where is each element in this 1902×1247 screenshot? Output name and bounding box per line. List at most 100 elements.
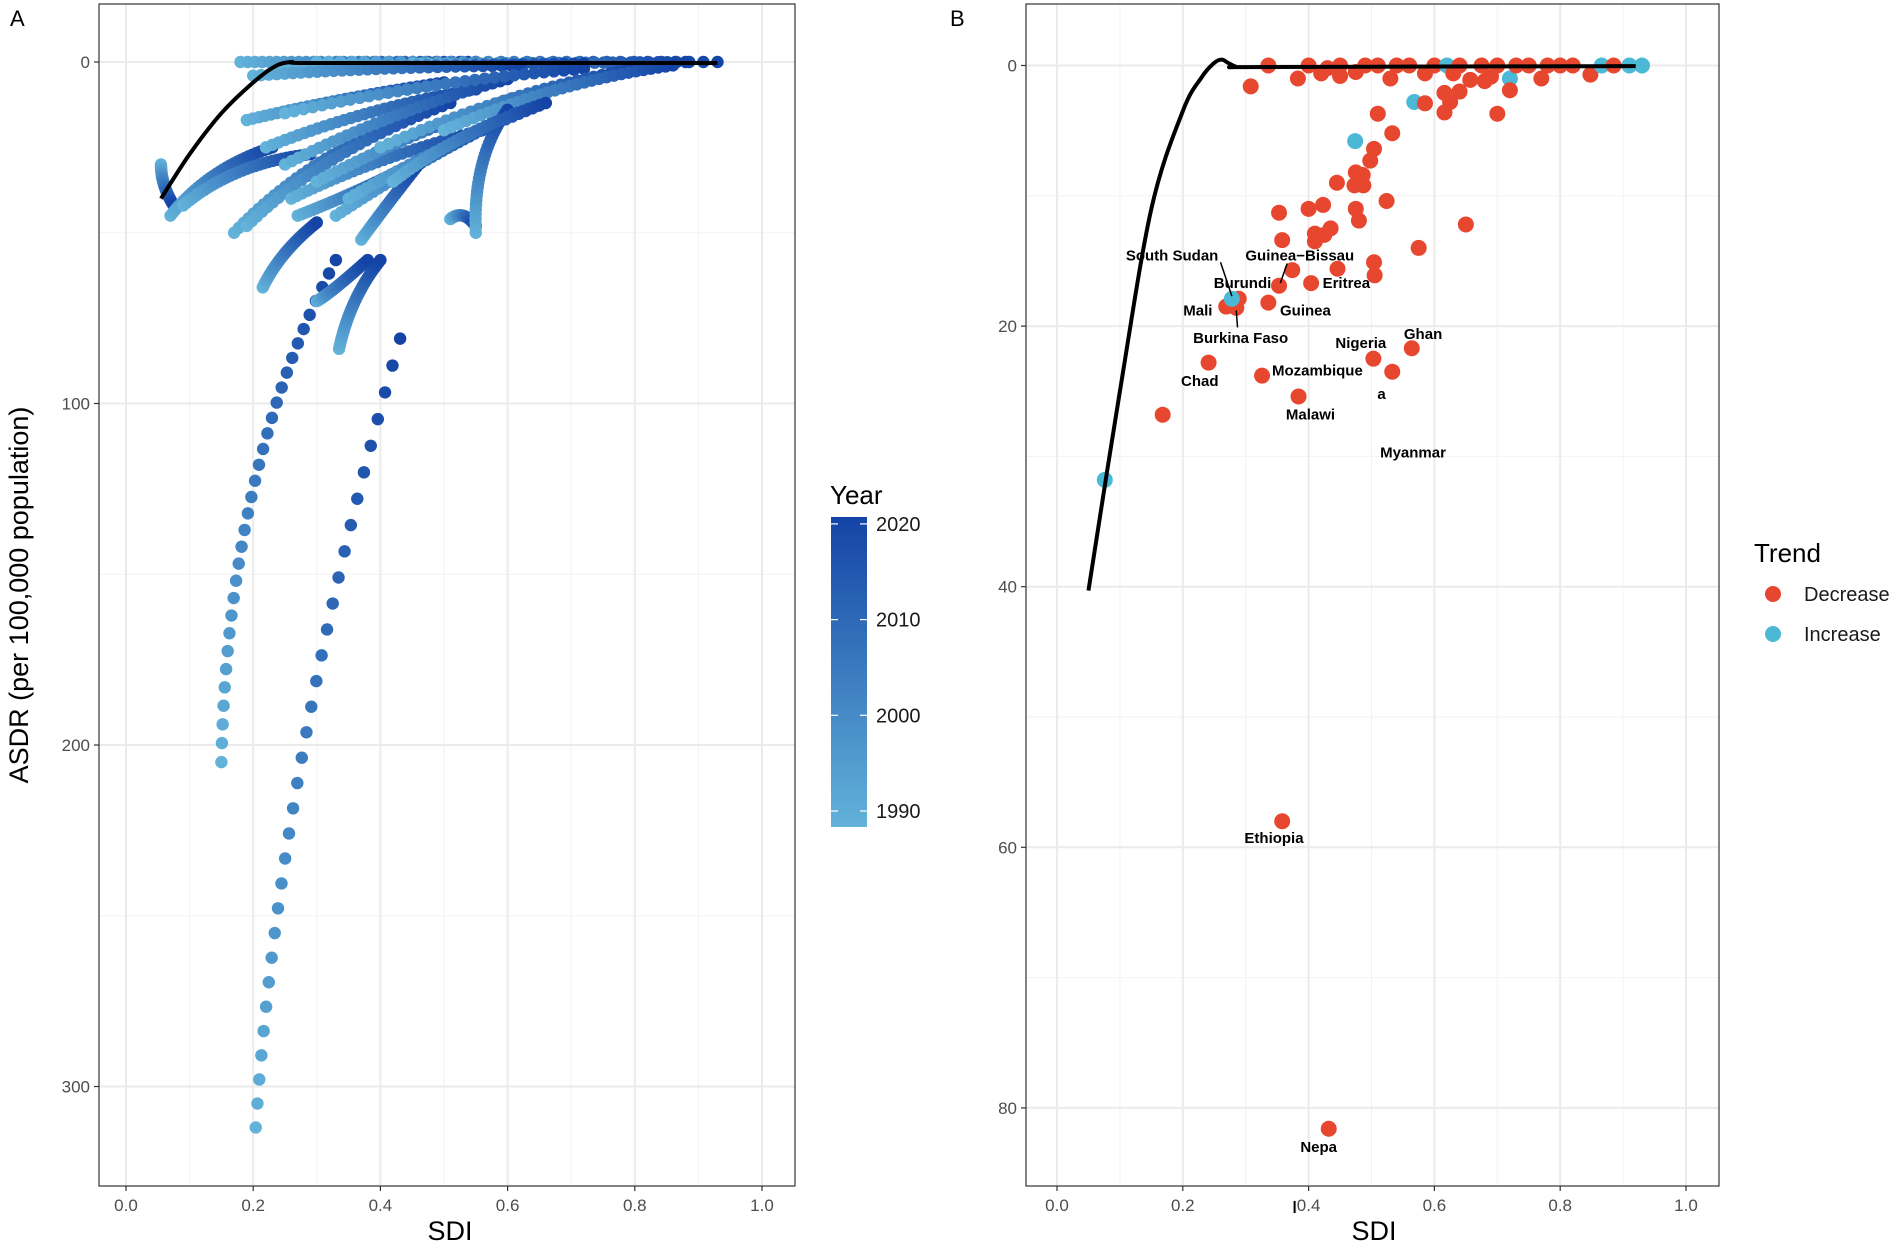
country-label: Chad [1181, 373, 1219, 390]
country-label: Guinea [1280, 302, 1332, 319]
panel-a-trend-line [159, 59, 718, 200]
panel-b-x-tick-label: 0.4 [1297, 1196, 1321, 1215]
year-colorbar-label: 2020 [876, 514, 921, 536]
year-point [235, 540, 248, 553]
year-colorbar-label: 2000 [876, 705, 921, 727]
year-point [315, 98, 329, 112]
year-point [288, 104, 301, 118]
year-point [364, 439, 377, 452]
year-point [362, 89, 376, 103]
year-point [357, 466, 371, 479]
decrease-point [1366, 254, 1383, 271]
decrease-point [1382, 70, 1399, 87]
label-leader-line [1219, 262, 1233, 297]
decrease-point [1303, 275, 1320, 292]
decrease-point [1436, 104, 1453, 121]
panel-a-y-tick-label: 300 [62, 1078, 90, 1097]
panel-b-y-tick-label: 80 [998, 1099, 1017, 1118]
panel-b-x-axis-title: SDI [1351, 1216, 1396, 1246]
panel-b-x-tick-label: 0.0 [1045, 1196, 1069, 1215]
panel-b-y-tick-label: 40 [998, 578, 1017, 597]
year-point [577, 62, 591, 76]
panel-a-x-tick-label: 0.4 [369, 1196, 393, 1215]
country-label: Burkina Faso [1193, 330, 1288, 347]
decrease-point [1362, 152, 1379, 169]
panel-b-y-tick-label: 0 [1008, 57, 1017, 76]
year-point [449, 76, 462, 89]
year-point [334, 95, 348, 108]
country-label: Burundi [1214, 275, 1272, 292]
year-point [238, 523, 251, 537]
panel-a-y-tick-label: 100 [62, 395, 90, 414]
year-point [478, 72, 491, 85]
panel-a-border [98, 3, 796, 1187]
decrease-point [1306, 233, 1323, 250]
panel-a: 0.0 0.2 0.4 0.6 0.8 1.0 0 100 200 300 SDI ASDR (p… [4, 3, 796, 1246]
year-point [387, 62, 400, 75]
year-point [252, 458, 266, 471]
decrease-point [1328, 174, 1345, 191]
country-label: Guinea−Bissau [1245, 248, 1354, 265]
year-point [310, 216, 323, 229]
year-point [253, 1073, 266, 1086]
year-point [215, 736, 229, 750]
year-point [286, 351, 299, 365]
year-point [215, 755, 228, 769]
decrease-point [1410, 239, 1427, 256]
year-point [259, 1000, 273, 1013]
decrease-point [1274, 232, 1291, 249]
year-point [338, 545, 351, 558]
panel-a-x-tick-label: 0.0 [114, 1196, 138, 1215]
increase-point [1347, 133, 1364, 150]
year-point [378, 386, 392, 399]
year-point [217, 699, 230, 712]
year-point [223, 626, 236, 640]
year-point [297, 322, 310, 336]
country-label: Ghan [1404, 326, 1442, 343]
panel-a-ticks: 0.0 0.2 0.4 0.6 0.8 1.0 0 100 200 300 [62, 53, 774, 1215]
year-point [271, 902, 285, 915]
year-point [278, 852, 292, 865]
year-point [255, 1049, 268, 1062]
decrease-point [1290, 388, 1307, 405]
decrease-point [1329, 260, 1346, 277]
year-point [282, 827, 296, 840]
year-point [393, 332, 407, 345]
year-legend-title: Year [830, 480, 883, 510]
panel-a-y-axis-title: ASDR (per 100,000 population) [4, 407, 34, 784]
year-point [305, 700, 318, 713]
year-point [270, 396, 283, 409]
year-point [227, 591, 240, 605]
country-label: Ethiopia [1244, 830, 1304, 847]
decrease-point [1533, 70, 1550, 87]
increase-legend-label: Increase [1804, 624, 1881, 646]
year-point [275, 381, 288, 394]
decrease-point [1289, 70, 1306, 87]
year-point [268, 926, 281, 940]
year-point [221, 644, 234, 658]
trend-legend: Trend Decrease Increase [1754, 538, 1890, 646]
year-point [241, 507, 255, 520]
year-point [303, 308, 316, 322]
year-point [286, 802, 300, 815]
decrease-point [1271, 204, 1288, 221]
year-point [329, 253, 343, 267]
year-point [219, 662, 233, 676]
decrease-point [1300, 200, 1317, 217]
country-label: Nigeria [1335, 335, 1387, 352]
year-point [295, 751, 308, 764]
country-label: Mali [1183, 302, 1212, 319]
decrease-legend-swatch [1765, 586, 1781, 602]
year-point [439, 77, 452, 91]
year-point [325, 97, 338, 110]
decrease-point [1366, 267, 1383, 284]
year-point [391, 84, 404, 98]
country-label: Malawi [1286, 407, 1335, 424]
country-label: Myanmar [1380, 444, 1446, 461]
year-point [310, 674, 323, 688]
country-label: Eritrea [1323, 275, 1371, 292]
decrease-point [1369, 105, 1386, 122]
year-point [225, 609, 238, 622]
panel-b-grid [1026, 4, 1719, 1186]
